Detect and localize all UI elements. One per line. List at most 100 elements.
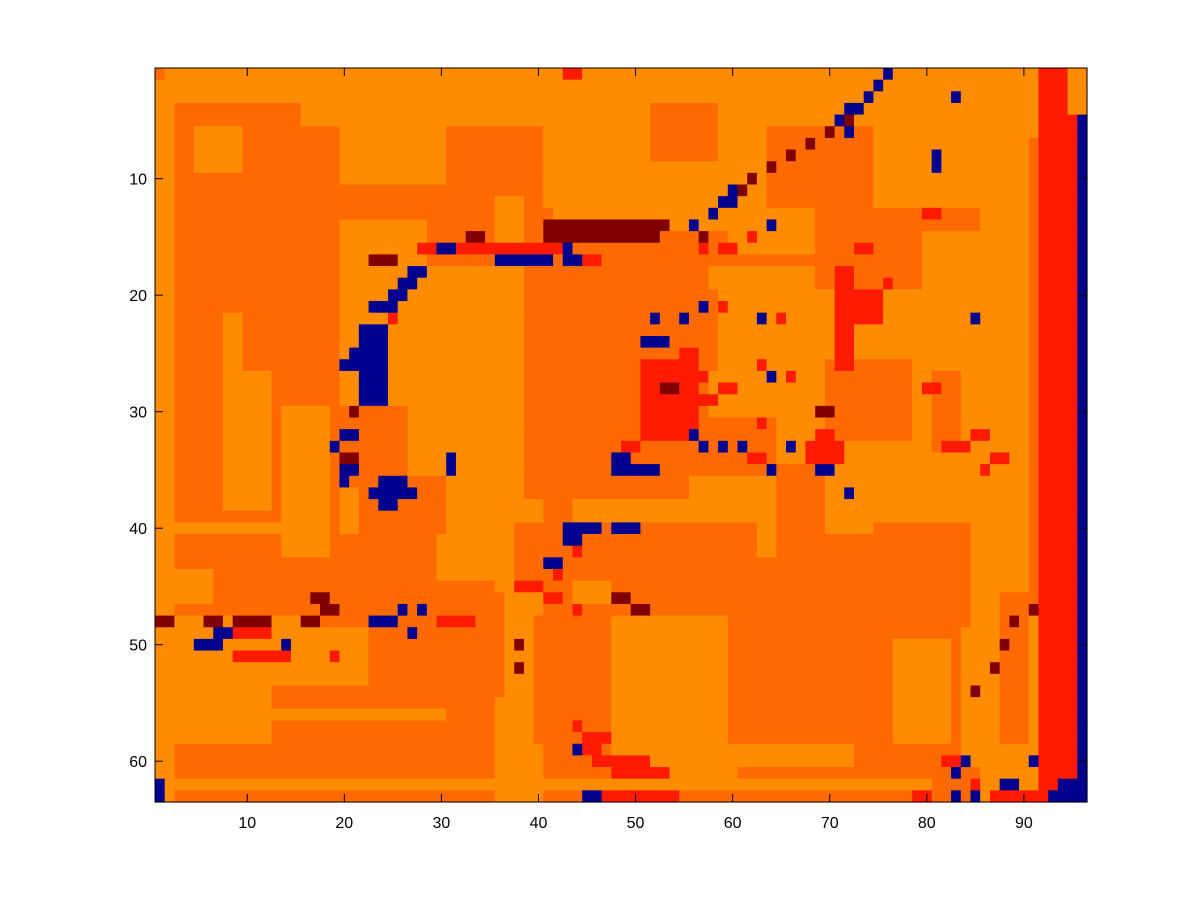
- heatmap-cell: [1038, 464, 1078, 477]
- heatmap-cell: [708, 231, 729, 244]
- heatmap-cell: [766, 172, 875, 186]
- heatmap-cell: [824, 417, 913, 430]
- heatmap-cell: [436, 534, 515, 547]
- heatmap-cell: [650, 126, 719, 139]
- heatmap-cell: [329, 417, 409, 430]
- heatmap-cell: [155, 580, 214, 593]
- heatmap-cell: [951, 790, 962, 803]
- heatmap-cell: [1028, 417, 1040, 430]
- heatmap-cell: [1077, 685, 1088, 698]
- heatmap-cell: [388, 359, 525, 372]
- heatmap-cell: [834, 126, 845, 139]
- heatmap-cell: [1077, 603, 1088, 617]
- heatmap-cell: [523, 638, 535, 652]
- heatmap-cell: [776, 452, 807, 465]
- heatmap-cell: [1028, 137, 1040, 151]
- heatmap-cell: [999, 708, 1030, 722]
- heatmap-cell: [514, 638, 525, 652]
- heatmap-cell: [271, 382, 341, 395]
- heatmap-cell: [650, 755, 855, 768]
- heatmap-cell: [1028, 161, 1040, 174]
- heatmap-cell: [854, 126, 875, 139]
- heatmap-cell: [155, 545, 176, 558]
- heatmap-cell: [824, 126, 836, 139]
- heatmap-cell: [805, 440, 845, 454]
- heatmap-cell: [883, 277, 894, 290]
- heatmap-cell: [912, 429, 933, 442]
- x-tick-label: 80: [918, 815, 936, 832]
- heatmap-cell: [795, 440, 807, 454]
- heatmap-cell: [980, 767, 1040, 780]
- heatmap-cell: [863, 91, 875, 104]
- heatmap-cell: [834, 266, 855, 279]
- heatmap-cell: [718, 137, 768, 151]
- heatmap-cell: [611, 627, 729, 640]
- heatmap-cell: [523, 231, 544, 244]
- heatmap-cell: [1077, 464, 1088, 477]
- heatmap-cell: [271, 499, 282, 512]
- heatmap-cell: [388, 394, 525, 407]
- heatmap-cell: [698, 417, 758, 430]
- heatmap-cell: [271, 417, 282, 430]
- heatmap-cell: [747, 184, 768, 197]
- heatmap-cell: [523, 312, 651, 325]
- heatmap-cell: [281, 487, 331, 500]
- heatmap-cell: [174, 335, 224, 349]
- heatmap-cell: [388, 289, 409, 302]
- heatmap-cell: [1028, 568, 1040, 582]
- heatmap-cell: [854, 324, 1030, 337]
- heatmap-cell: [155, 662, 370, 675]
- heatmap-cell: [1077, 266, 1088, 279]
- heatmap-cell: [368, 627, 409, 640]
- heatmap-cell: [698, 359, 719, 372]
- heatmap-cell: [873, 79, 884, 92]
- heatmap-cell: [174, 499, 224, 512]
- heatmap-cell: [1028, 499, 1040, 512]
- heatmap-cell: [514, 568, 554, 582]
- heatmap-cell: [1038, 102, 1069, 116]
- heatmap-cell: [1077, 359, 1088, 372]
- heatmap-cell: [174, 114, 302, 127]
- heatmap-cell: [727, 708, 894, 722]
- heatmap-cell: [155, 429, 176, 442]
- heatmap-cell: [494, 708, 535, 722]
- heatmap-cell: [1077, 301, 1088, 314]
- heatmap-cell: [572, 510, 777, 523]
- heatmap-cell: [213, 592, 311, 605]
- heatmap-cell: [543, 603, 574, 617]
- heatmap-cell: [718, 359, 758, 372]
- heatmap-cell: [504, 673, 535, 687]
- heatmap-cell: [1038, 196, 1078, 209]
- heatmap-cell: [155, 673, 370, 687]
- heatmap-cell: [630, 452, 748, 465]
- heatmap-cell: [718, 440, 729, 454]
- heatmap-cell: [271, 615, 302, 628]
- heatmap-cell: [174, 254, 341, 267]
- heatmap-cell: [174, 277, 341, 290]
- heatmap-cell: [873, 522, 972, 535]
- heatmap-cell: [213, 568, 438, 582]
- heatmap-cell: [980, 219, 1030, 232]
- heatmap-cell: [970, 440, 1030, 454]
- heatmap-cell: [446, 708, 496, 722]
- heatmap-cell: [1028, 522, 1040, 535]
- heatmap-cell: [1077, 242, 1088, 256]
- heatmap-cell: [281, 464, 331, 477]
- heatmap-cell: [1077, 487, 1088, 500]
- heatmap-cell: [824, 510, 1030, 523]
- heatmap-cell: [1028, 172, 1040, 186]
- heatmap-cell: [155, 68, 166, 81]
- heatmap-cell: [960, 708, 1001, 722]
- heatmap-cell: [329, 592, 506, 605]
- heatmap-cell: [523, 405, 642, 419]
- heatmap-cell: [669, 219, 690, 232]
- heatmap-cell: [892, 662, 952, 675]
- axes-frame: [154, 67, 1088, 803]
- heatmap-cell: [193, 161, 243, 174]
- heatmap-cell: [1028, 359, 1040, 372]
- heatmap-cell: [553, 254, 564, 267]
- heatmap-cell: [824, 499, 1030, 512]
- heatmap-cell: [1038, 219, 1078, 232]
- heatmap-cell: [1077, 312, 1088, 325]
- heatmap-cell: [601, 254, 923, 267]
